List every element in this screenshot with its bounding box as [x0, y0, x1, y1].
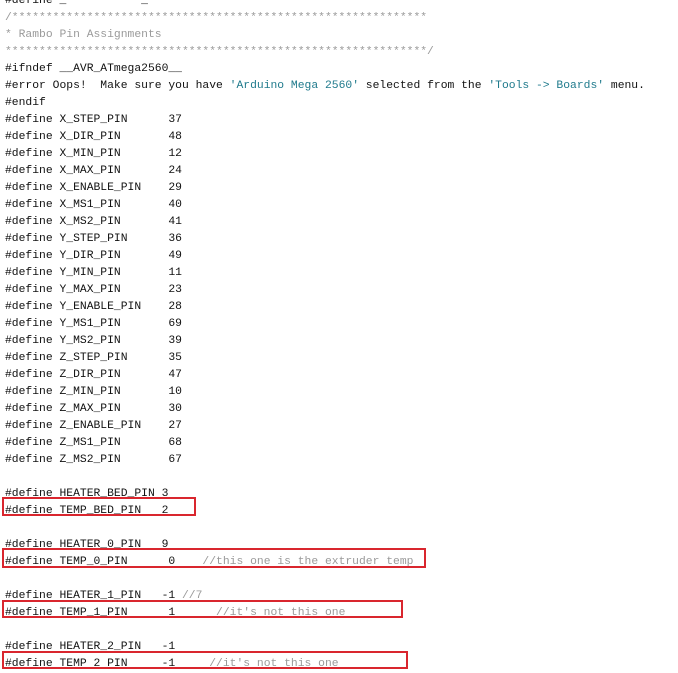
- code-line: #define X_MS2_PIN 41: [5, 214, 645, 231]
- code-line: [5, 622, 645, 639]
- code-comment: //7: [182, 590, 203, 602]
- code-text: selected from the: [359, 80, 489, 92]
- code-line: #error Oops! Make sure you have 'Arduino…: [5, 78, 645, 95]
- code-line: #define Z_MIN_PIN 10: [5, 384, 645, 401]
- code-line: #define X_MAX_PIN 24: [5, 163, 645, 180]
- code-line: #define Z_STEP_PIN 35: [5, 350, 645, 367]
- code-comment: ****************************************…: [5, 46, 434, 58]
- code-text: #endif: [5, 97, 46, 109]
- code-text: #define Y_MAX_PIN 23: [5, 284, 182, 296]
- code-editor[interactable]: #define _ _ /****************************…: [5, 0, 645, 673]
- code-line: [5, 469, 645, 486]
- code-text: #define HEATER_2_PIN -1: [5, 641, 176, 653]
- code-line: #define HEATER_1_PIN -1 //7: [5, 588, 645, 605]
- code-text: #define HEATER_1_PIN -1: [5, 590, 182, 602]
- code-line: [5, 571, 645, 588]
- code-text: #define Y_MS1_PIN 69: [5, 318, 182, 330]
- code-line: * Rambo Pin Assignments: [5, 27, 645, 44]
- code-comment: //this one is the extruder temp: [202, 556, 414, 568]
- code-line: #define Z_MS2_PIN 67: [5, 452, 645, 469]
- code-line: #define HEATER_2_PIN -1: [5, 639, 645, 656]
- code-text: #define X_MS2_PIN 41: [5, 216, 182, 228]
- code-string: 'Tools -> Boards': [488, 80, 605, 92]
- code-line: #define X_MIN_PIN 12: [5, 146, 645, 163]
- code-text: #define X_MS1_PIN 40: [5, 199, 182, 211]
- code-text: #define Y_DIR_PIN 49: [5, 250, 182, 262]
- code-text: #define Z_MAX_PIN 30: [5, 403, 182, 415]
- code-string: 'Arduino Mega 2560': [229, 80, 359, 92]
- code-line: ****************************************…: [5, 44, 645, 61]
- code-text: #define X_MIN_PIN 12: [5, 148, 182, 160]
- code-line: #define X_DIR_PIN 48: [5, 129, 645, 146]
- code-text: #define Y_MS2_PIN 39: [5, 335, 182, 347]
- code-text: #ifndef __AVR_ATmega2560__: [5, 63, 182, 75]
- code-text: #define X_MAX_PIN 24: [5, 165, 182, 177]
- code-line: #define Z_MS1_PIN 68: [5, 435, 645, 452]
- code-line: #define Z_ENABLE_PIN 27: [5, 418, 645, 435]
- highlight-temp-0-pin: [2, 548, 426, 568]
- code-text: #define Z_STEP_PIN 35: [5, 352, 182, 364]
- code-text: #define Z_MIN_PIN 10: [5, 386, 182, 398]
- code-line: #define _ _: [5, 0, 645, 10]
- code-line: #define Z_DIR_PIN 47: [5, 367, 645, 384]
- code-line: #define Y_ENABLE_PIN 28: [5, 299, 645, 316]
- code-text: #error Oops! Make sure you have: [5, 80, 230, 92]
- code-text: #define Z_MS2_PIN 67: [5, 454, 182, 466]
- code-text: #define Y_ENABLE_PIN 28: [5, 301, 182, 313]
- code-line: #ifndef __AVR_ATmega2560__: [5, 61, 645, 78]
- code-text: #define X_ENABLE_PIN 29: [5, 182, 182, 194]
- code-line: /***************************************…: [5, 10, 645, 27]
- code-text: #define Y_MIN_PIN 11: [5, 267, 182, 279]
- code-text: menu.: [604, 80, 645, 92]
- code-text: #define Z_ENABLE_PIN 27: [5, 420, 182, 432]
- code-line: #define Y_STEP_PIN 36: [5, 231, 645, 248]
- code-line: #define X_MS1_PIN 40: [5, 197, 645, 214]
- code-text: #define X_STEP_PIN 37: [5, 114, 182, 126]
- highlight-temp-1-pin: [2, 600, 403, 618]
- code-line: #define Y_MIN_PIN 11: [5, 265, 645, 282]
- code-line: #define Y_MS2_PIN 39: [5, 333, 645, 350]
- code-comment: * Rambo Pin Assignments: [5, 29, 162, 41]
- code-comment: /***************************************…: [5, 12, 428, 24]
- highlight-temp-bed-pin: [2, 497, 196, 516]
- code-line: #define Y_MAX_PIN 23: [5, 282, 645, 299]
- code-line: #define Y_DIR_PIN 49: [5, 248, 645, 265]
- highlight-temp-2-pin: [2, 651, 408, 669]
- code-text: #define _ _: [5, 0, 148, 7]
- code-text: #define Z_MS1_PIN 68: [5, 437, 182, 449]
- code-line: #define Y_MS1_PIN 69: [5, 316, 645, 333]
- code-text: #define X_DIR_PIN 48: [5, 131, 182, 143]
- code-line: #define TEMP_0_PIN 0 //this one is the e…: [5, 554, 645, 571]
- code-text: #define Y_STEP_PIN 36: [5, 233, 182, 245]
- code-text: #define TEMP_0_PIN 0: [5, 556, 203, 568]
- code-line: #endif: [5, 95, 645, 112]
- code-line: #define Z_MAX_PIN 30: [5, 401, 645, 418]
- code-text: #define Z_DIR_PIN 47: [5, 369, 182, 381]
- code-line: #define X_STEP_PIN 37: [5, 112, 645, 129]
- code-line: [5, 520, 645, 537]
- code-line: #define X_ENABLE_PIN 29: [5, 180, 645, 197]
